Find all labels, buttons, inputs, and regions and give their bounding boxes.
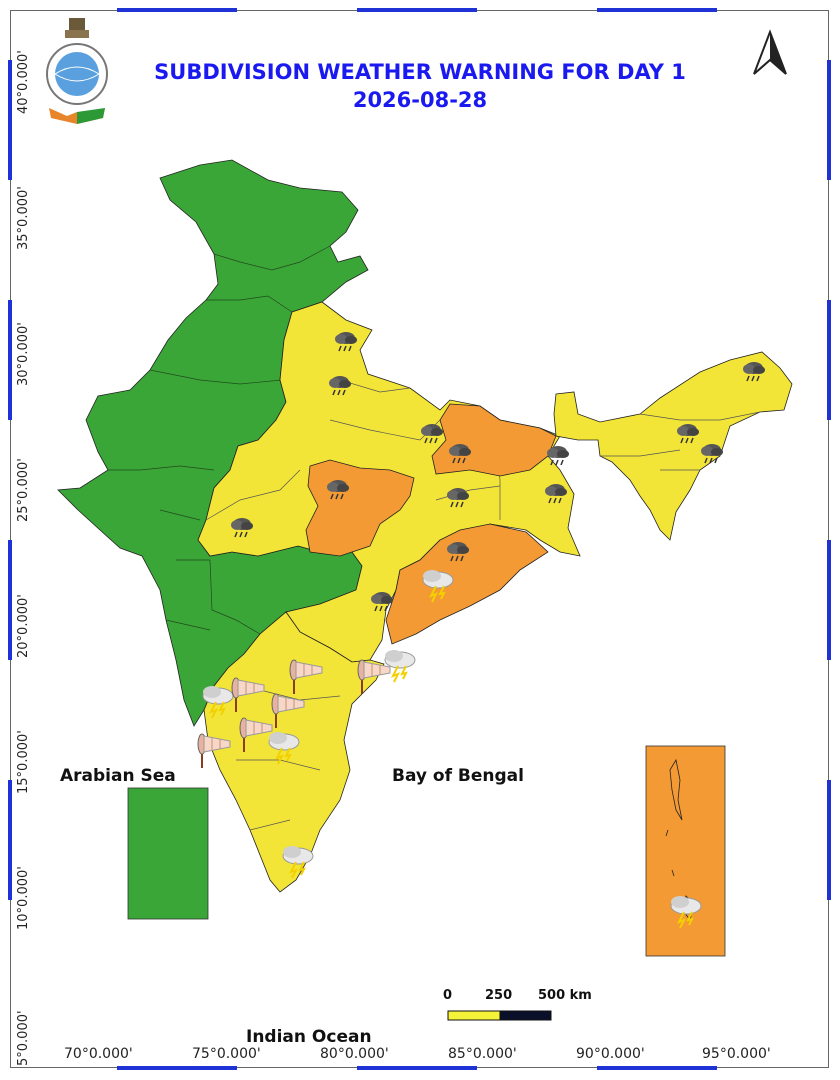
andaman-nicobar-inset <box>645 745 726 957</box>
map-date: 2026-08-28 <box>352 88 488 112</box>
lon-tick-90: 90°0.000' <box>576 1046 645 1062</box>
region-orange-up-east <box>431 403 557 477</box>
lat-tick-20: 20°0.000' <box>16 594 31 658</box>
lon-tick-70: 70°0.000' <box>64 1046 133 1062</box>
lat-tick-15: 15°0.000' <box>16 730 31 794</box>
green-internal-boundaries <box>108 245 331 635</box>
label-arabian-sea: Arabian Sea <box>60 766 176 786</box>
lat-tick-25: 25°0.000' <box>16 458 31 522</box>
frame-ticks <box>8 8 831 1070</box>
region-orange-odisha <box>385 523 549 645</box>
north-arrow-icon <box>753 29 787 75</box>
lon-tick-80: 80°0.000' <box>320 1046 389 1062</box>
lat-tick-35: 35°0.000' <box>16 186 31 250</box>
lat-tick-30: 30°0.000' <box>16 322 31 386</box>
map-title: SUBDIVISION WEATHER WARNING FOR DAY 1 <box>154 60 686 84</box>
scale-label-500: 500 km <box>538 988 592 1003</box>
scale-label-0: 0 <box>443 988 453 1003</box>
lon-tick-85: 85°0.000' <box>448 1046 517 1062</box>
scale-bar <box>447 1010 552 1021</box>
label-indian-ocean: Indian Ocean <box>246 1027 372 1047</box>
lakshadweep-inset <box>127 787 209 920</box>
lat-tick-10: 10°0.000' <box>16 866 31 930</box>
lon-tick-95: 95°0.000' <box>702 1046 771 1062</box>
lat-tick-5: 5°0.000' <box>16 1010 31 1066</box>
northeast-internal-boundaries <box>600 411 761 471</box>
andaman-islands-outline <box>665 758 695 921</box>
region-yellow-northeast <box>553 351 793 541</box>
lon-tick-75: 75°0.000' <box>192 1046 261 1062</box>
label-bay-of-bengal: Bay of Bengal <box>392 766 524 786</box>
lat-tick-40: 40°0.000' <box>16 50 31 114</box>
scale-label-250: 250 <box>485 988 513 1003</box>
imd-emblem-icon <box>46 18 108 124</box>
thunderstorm-icon <box>384 649 416 683</box>
